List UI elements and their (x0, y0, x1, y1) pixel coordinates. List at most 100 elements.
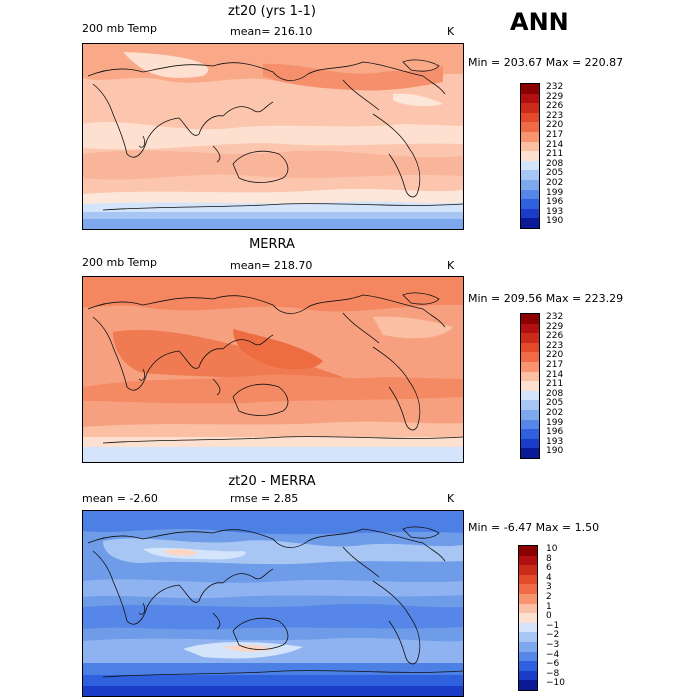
colorbar-tick-label: 193 (546, 206, 564, 217)
colorbar-tick-label: 223 (546, 340, 564, 351)
panel-2-unit-label: K (447, 259, 455, 272)
colorbar-swatch (519, 603, 537, 614)
colorbar-tick-label: 214 (546, 369, 564, 380)
colorbar-tick-label: 6 (546, 563, 552, 574)
panel-3-rmse-label: rmse = 2.85 (230, 492, 299, 505)
season-label: ANN (510, 8, 569, 36)
colorbar-tick-label: −10 (546, 678, 565, 689)
colorbar-tick-label: 0 (546, 611, 552, 622)
colorbar-tick-label: 190 (546, 216, 564, 227)
colorbar-swatch (519, 613, 537, 623)
panel-1-mean-label: mean= 216.10 (230, 25, 313, 38)
panel-2-title: MERRA (249, 237, 295, 252)
colorbar-swatch (521, 84, 539, 94)
colorbar-swatch (521, 352, 539, 362)
colorbar-tick-label: −8 (546, 668, 560, 679)
colorbar-tick-label: −2 (546, 630, 560, 641)
colorbar-tick-label: 10 (546, 544, 558, 554)
panel-3-mean-label: mean = -2.60 (82, 492, 158, 505)
colorbar-swatch (521, 371, 539, 382)
colorbar-swatch (521, 390, 539, 401)
colorbar-tick-label: 220 (546, 120, 564, 131)
colorbar-swatch (521, 170, 539, 180)
panel-1-variable-label: 200 mb Temp (82, 22, 158, 35)
panel-1-title: zt20 (yrs 1-1) (228, 4, 316, 19)
colorbar-tick-label: 3 (546, 582, 552, 593)
colorbar-tick-label: 226 (546, 101, 564, 112)
panel-1-minmax: Min = 203.67 Max = 220.87 (468, 56, 624, 69)
colorbar-tick-label: 220 (546, 350, 564, 361)
colorbar-tick-label: 1 (546, 601, 552, 612)
colorbar-swatch (521, 314, 539, 324)
colorbar-swatch (521, 208, 539, 219)
panel-2-mean-label: mean= 218.70 (230, 259, 313, 272)
colorbar-swatch (521, 429, 539, 439)
colorbar-tick-label: 214 (546, 139, 564, 150)
colorbar-swatch (521, 131, 539, 142)
colorbar-tick-label: 205 (546, 168, 564, 179)
colorbar-swatch (521, 419, 539, 430)
colorbar-tick-label: 2 (546, 592, 552, 602)
colorbar-swatch (519, 574, 537, 585)
colorbar-tick-label: 217 (546, 130, 564, 140)
panel-2-minmax: Min = 209.56 Max = 223.29 (468, 292, 624, 305)
colorbar-tick-label: 8 (546, 553, 552, 564)
panel-1-colorbar (520, 83, 540, 229)
colorbar-swatch (519, 670, 537, 681)
colorbar-swatch (521, 448, 539, 458)
colorbar-swatch (519, 555, 537, 566)
panel-3-map (82, 510, 464, 697)
colorbar-swatch (519, 622, 537, 633)
colorbar-tick-label: 4 (546, 572, 552, 583)
colorbar-tick-label: 199 (546, 417, 564, 428)
colorbar-swatch (521, 151, 539, 161)
colorbar-tick-label: −4 (546, 649, 560, 660)
colorbar-tick-label: 229 (546, 321, 564, 332)
colorbar-tick-label: −1 (546, 620, 560, 631)
colorbar-swatch (521, 112, 539, 123)
colorbar-tick-label: 196 (546, 197, 564, 208)
colorbar-swatch (521, 361, 539, 372)
colorbar-tick-label: 208 (546, 388, 564, 399)
colorbar-swatch (521, 409, 539, 420)
colorbar-tick-label: 190 (546, 446, 564, 457)
colorbar-tick-label: 232 (546, 82, 564, 92)
panel-3-title: zt20 - MERRA (228, 474, 316, 489)
colorbar-tick-label: 196 (546, 427, 564, 438)
colorbar-swatch (519, 584, 537, 594)
panel-3-minmax: Min = -6.47 Max = 1.50 (468, 521, 600, 534)
colorbar-swatch (521, 160, 539, 171)
colorbar-tick-label: 211 (546, 149, 564, 160)
colorbar-swatch (521, 400, 539, 410)
colorbar-tick-label: 202 (546, 408, 564, 418)
colorbar-swatch (519, 641, 537, 652)
colorbar-swatch (519, 680, 537, 690)
colorbar-swatch (521, 342, 539, 353)
colorbar-tick-label: −3 (546, 640, 560, 650)
colorbar-swatch (521, 381, 539, 391)
colorbar-swatch (521, 122, 539, 132)
colorbar-tick-label: 226 (546, 331, 564, 342)
colorbar-tick-label: 211 (546, 379, 564, 390)
panel-1-unit-label: K (447, 25, 455, 38)
colorbar-swatch (521, 141, 539, 152)
colorbar-swatch (521, 189, 539, 200)
panel-2-colorbar (520, 313, 540, 459)
colorbar-tick-label: 205 (546, 398, 564, 409)
colorbar-swatch (521, 218, 539, 228)
colorbar-swatch (519, 651, 537, 662)
colorbar-swatch (521, 199, 539, 209)
colorbar-swatch (519, 593, 537, 604)
colorbar-tick-label: 229 (546, 91, 564, 102)
colorbar-swatch (521, 179, 539, 190)
colorbar-tick-label: 232 (546, 312, 564, 322)
colorbar-swatch (519, 546, 537, 556)
colorbar-swatch (521, 333, 539, 343)
colorbar-swatch (521, 93, 539, 104)
panel-2-map (82, 276, 464, 463)
panel-2-variable-label: 200 mb Temp (82, 256, 158, 269)
colorbar-swatch (521, 438, 539, 449)
colorbar-tick-label: 193 (546, 436, 564, 447)
colorbar-tick-label: 223 (546, 110, 564, 121)
panel-3-colorbar (518, 545, 538, 691)
